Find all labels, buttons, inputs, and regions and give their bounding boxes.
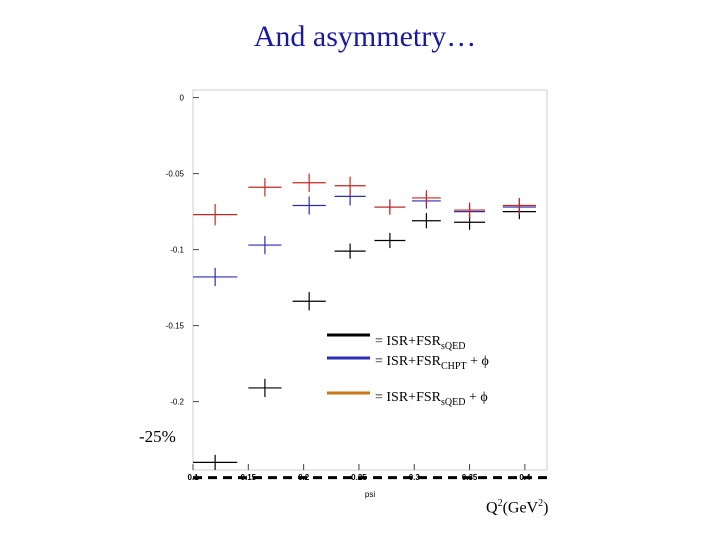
x-tick-label: 0.3: [409, 473, 421, 482]
y-tick-label: -0.1: [170, 246, 184, 255]
data-point: [374, 232, 406, 249]
data-series: [193, 173, 536, 470]
y-tick-label: -0.2: [170, 398, 184, 407]
data-point: [292, 196, 326, 215]
data-point: [334, 243, 366, 259]
slide-title: And asymmetry…: [253, 20, 477, 53]
plot-axes: 0-0.05-0.1-0.15-0.20.10.150.20.250.30.35…: [166, 94, 531, 482]
y-tick-label: 0: [180, 94, 185, 103]
data-point: [248, 378, 282, 398]
data-point: [412, 190, 441, 206]
data-point: [248, 178, 282, 197]
reference-line-label: -25%: [139, 427, 176, 446]
plot-frame: [192, 89, 548, 471]
x-tick-label: 0.15: [241, 473, 257, 482]
data-point: [374, 199, 406, 215]
data-point: [292, 292, 326, 311]
legend-label-sqed: = ISR+FSRsQED: [375, 334, 465, 352]
data-point: [193, 454, 238, 470]
data-point: [412, 213, 441, 229]
data-point: [292, 173, 326, 192]
x-axis-unit-label: Q2(GeV2): [486, 498, 549, 517]
data-point: [334, 176, 366, 195]
data-point: [193, 267, 238, 287]
x-axis-name: psi: [365, 490, 375, 499]
data-point: [193, 204, 238, 226]
data-point: [248, 235, 282, 255]
data-point: [502, 197, 536, 214]
legend-label-sqed-phi: = ISR+FSRsQED + ϕ: [375, 390, 488, 408]
data-point: [454, 202, 486, 218]
y-tick-label: -0.05: [166, 170, 185, 179]
legend-label-chpt-phi: = ISR+FSRCHPT + ϕ: [375, 354, 489, 372]
legend: = ISR+FSRsQED = ISR+FSRCHPT + ϕ = ISR+FS…: [327, 333, 489, 408]
y-tick-label: -0.15: [166, 322, 185, 331]
